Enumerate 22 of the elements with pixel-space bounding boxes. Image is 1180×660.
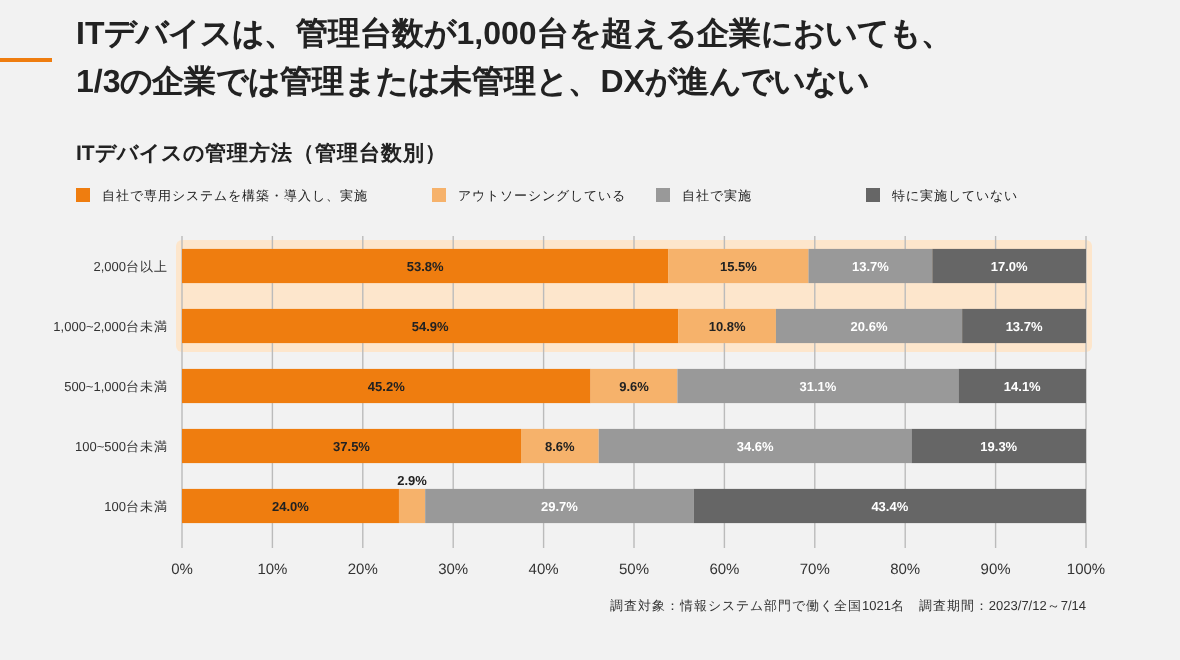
bar [677, 368, 959, 404]
bar [911, 428, 1086, 464]
chart-title: ITデバイスは、管理台数が1,000台を超える企業においても、 1/3の企業では管理または未管理と、DXが進んでいない [76, 16, 953, 100]
bar [932, 248, 1086, 284]
bar [182, 308, 679, 344]
bar [590, 368, 678, 404]
bar [182, 368, 591, 404]
bar [962, 308, 1086, 344]
bar [425, 488, 694, 524]
bar [398, 488, 426, 524]
bar [182, 428, 521, 464]
bar [958, 368, 1086, 404]
bar [182, 488, 399, 524]
bar [182, 248, 669, 284]
bar [668, 248, 809, 284]
bar [693, 488, 1086, 524]
bar [521, 428, 599, 464]
bar [598, 428, 912, 464]
chart-subtitle: ITデバイスの管理方法（管理台数別） [76, 140, 447, 166]
bar [678, 308, 776, 344]
bar [775, 308, 963, 344]
bar [808, 248, 933, 284]
